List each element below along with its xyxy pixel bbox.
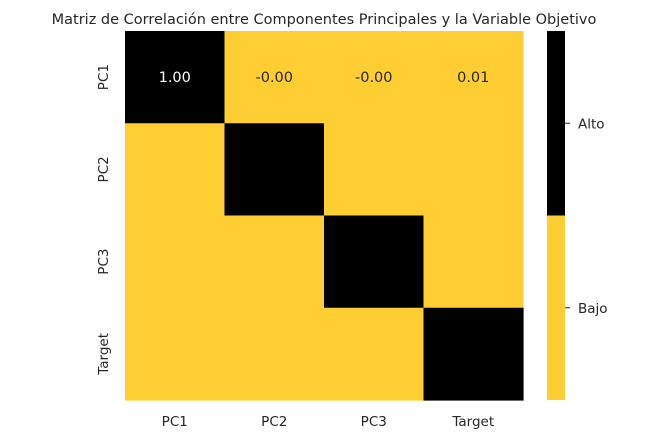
colorbar-tick-label: Bajo (578, 301, 608, 317)
heatmap-cell-target-pc3 (324, 307, 425, 401)
heatmap-cell-target-pc1 (125, 307, 226, 401)
x-tick-label: PC2 (261, 414, 287, 430)
heatmap-cell-pc3-pc1 (125, 215, 226, 309)
x-axis-ticks: PC1 PC2 PC3 Target (162, 414, 494, 430)
heatmap-cell-pc3-pc3 (324, 215, 425, 309)
heatmap-annotations: 1.00 -0.00 -0.00 0.01 (159, 70, 490, 86)
x-tick-label: PC1 (162, 414, 188, 430)
x-tick-label: PC3 (361, 414, 387, 430)
cell-annotation: -0.00 (255, 70, 293, 86)
colorbar-tick-label: Alto (578, 116, 605, 132)
heatmap-cell-pc2-pc3 (324, 123, 425, 217)
heatmap-cell-pc3-target (423, 215, 524, 309)
colorbar: Alto Bajo (547, 31, 608, 400)
heatmap-cell-pc3-pc2 (224, 215, 325, 309)
heatmap-cell-pc2-pc2 (224, 123, 325, 217)
y-axis-ticks: PC1 PC2 PC3 Target (96, 64, 112, 376)
heatmap-cell-pc1-pc1 (125, 31, 226, 124)
heatmap-cells (125, 31, 524, 401)
heatmap-cell-pc1-pc2 (224, 31, 325, 124)
heatmap-cell-pc2-target (423, 123, 524, 217)
chart-title: Matriz de Correlación entre Componentes … (52, 12, 597, 28)
colorbar-segment-low (547, 215, 565, 400)
heatmap-cell-pc1-target (423, 31, 524, 124)
cell-annotation: -0.00 (355, 70, 393, 86)
heatmap-cell-target-pc2 (224, 307, 325, 401)
x-tick-label: Target (451, 414, 494, 430)
y-tick-label: PC3 (96, 249, 112, 275)
heatmap-cell-pc2-pc1 (125, 123, 226, 217)
y-tick-label: Target (96, 333, 112, 376)
cell-annotation: 1.00 (159, 70, 191, 86)
y-tick-label: PC1 (96, 64, 112, 90)
cell-annotation: 0.01 (457, 70, 489, 86)
heatmap-cell-pc1-pc3 (324, 31, 425, 124)
heatmap-cell-target-target (423, 307, 524, 401)
y-tick-label: PC2 (96, 156, 112, 182)
colorbar-segment-high (547, 31, 565, 216)
